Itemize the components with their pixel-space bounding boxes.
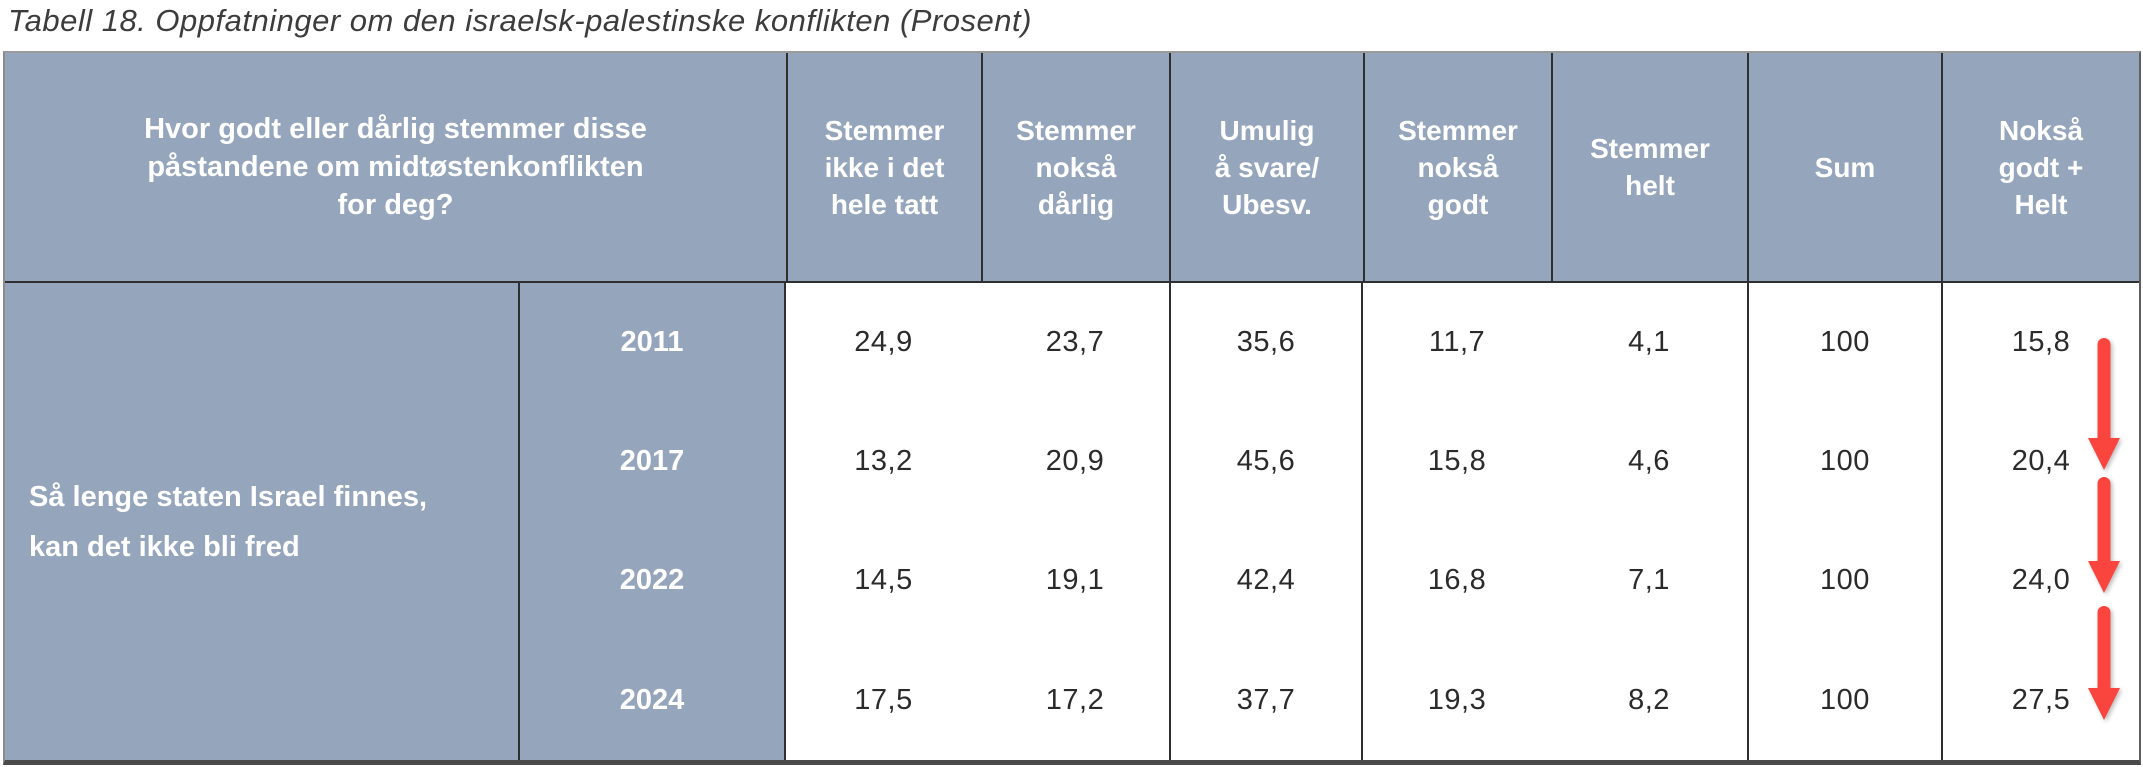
value-cell: 100 xyxy=(1747,521,1941,640)
value-cell: 35,6 xyxy=(1169,283,1363,402)
value-cell: 14,5 xyxy=(786,521,981,640)
value-cell: 100 xyxy=(1747,402,1941,521)
value-cell: 4,1 xyxy=(1551,283,1747,402)
year-label-2017: 2017 xyxy=(520,402,786,521)
question-header-cell: Hvor godt eller dårlig stemmer disse pås… xyxy=(5,53,786,283)
value-cell: 17,2 xyxy=(981,640,1169,760)
value-cell: 37,7 xyxy=(1169,640,1363,760)
value-cell: 20,9 xyxy=(981,402,1169,521)
year-label-2022: 2022 xyxy=(520,521,786,640)
year-label-2011: 2011 xyxy=(520,283,786,402)
value-cell: 45,6 xyxy=(1169,402,1363,521)
value-cell: 17,5 xyxy=(786,640,981,760)
trend-down-arrow-icon xyxy=(2088,606,2120,720)
column-header-stemmer-helt: Stemmer helt xyxy=(1551,53,1747,283)
value-cell: 100 xyxy=(1747,283,1941,402)
value-cell: 11,7 xyxy=(1363,283,1551,402)
value-cell: 23,7 xyxy=(981,283,1169,402)
column-header-sum: Sum xyxy=(1747,53,1941,283)
value-cell: 19,3 xyxy=(1363,640,1551,760)
value-cell: 16,8 xyxy=(1363,521,1551,640)
table-title: Tabell 18. Oppfatninger om den israelsk-… xyxy=(8,3,1032,38)
value-cell: 100 xyxy=(1747,640,1941,760)
value-cell: 19,1 xyxy=(981,521,1169,640)
trend-down-arrow-icon xyxy=(2088,477,2120,593)
column-header-stemmer-noksa-godt: Stemmer nokså godt xyxy=(1363,53,1551,283)
trend-down-arrow-icon xyxy=(2088,338,2120,470)
value-cell: 42,4 xyxy=(1169,521,1363,640)
column-header-stemmer-ikke: Stemmer ikke i det hele tatt xyxy=(786,53,981,283)
data-table: Hvor godt eller dårlig stemmer disse pås… xyxy=(3,51,2141,765)
column-header-umulig-a-svare: Umulig å svare/ Ubesv. xyxy=(1169,53,1363,283)
value-cell: 24,9 xyxy=(786,283,981,402)
value-cell: 13,2 xyxy=(786,402,981,521)
column-header-noksa-godt-pluss-helt: Nokså godt + Helt xyxy=(1941,53,2139,283)
column-header-stemmer-noksa-darlig: Stemmer nokså dårlig xyxy=(981,53,1169,283)
value-cell: 15,8 xyxy=(1363,402,1551,521)
statement-cell: Så lenge staten Israel finnes, kan det i… xyxy=(5,283,520,760)
year-label-2024: 2024 xyxy=(520,640,786,760)
value-cell: 4,6 xyxy=(1551,402,1747,521)
value-cell: 8,2 xyxy=(1551,640,1747,760)
value-cell: 7,1 xyxy=(1551,521,1747,640)
